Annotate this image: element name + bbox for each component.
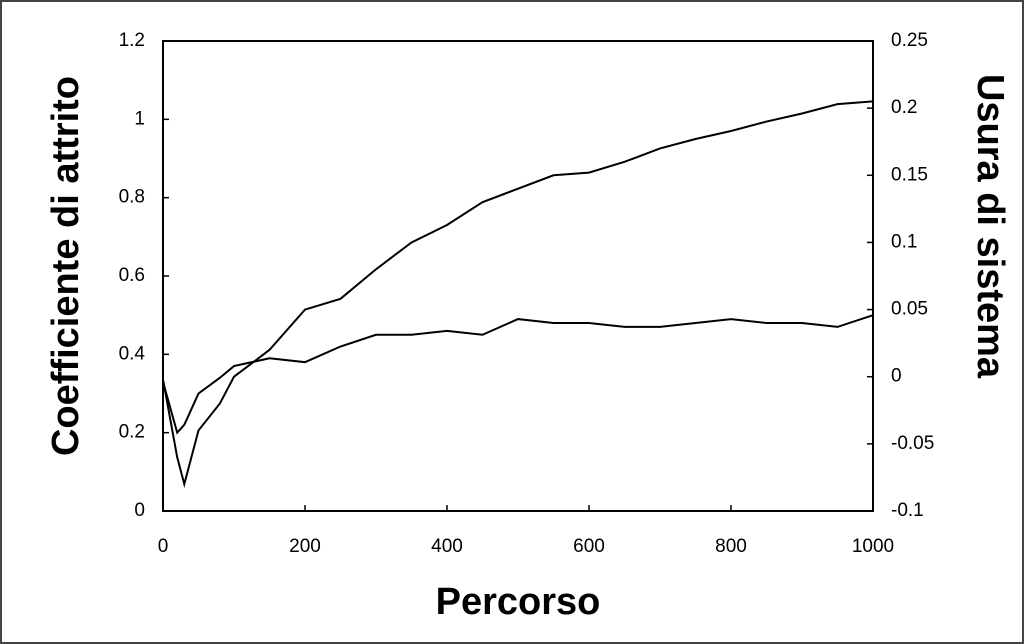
y-tick-label: 0.4 xyxy=(119,343,146,364)
x-tick-label: 1000 xyxy=(852,536,894,557)
y-tick-label: 0 xyxy=(134,500,145,521)
y2-tick-label: 0.15 xyxy=(891,164,928,185)
y2-tick-label: 0.2 xyxy=(891,97,917,118)
x-tick-label: 800 xyxy=(715,536,747,557)
y-tick-label: 0.6 xyxy=(119,265,145,286)
x-axis-title: Percorso xyxy=(436,581,601,623)
y-tick-label: 1.2 xyxy=(119,30,145,51)
x-tick-label: 200 xyxy=(289,536,321,557)
x-tick-label: 600 xyxy=(573,536,605,557)
y2-tick-label: -0.1 xyxy=(891,500,924,521)
y-tick-label: 1 xyxy=(134,108,145,129)
y2-tick-label: -0.05 xyxy=(891,433,934,454)
y2-tick-label: 0.05 xyxy=(891,299,928,320)
y2-tick-label: 0 xyxy=(891,366,902,387)
y-tick-label: 0.2 xyxy=(119,422,145,443)
series-line xyxy=(162,314,874,435)
y2-tick-label: 0.1 xyxy=(891,231,917,252)
series-line xyxy=(162,100,874,489)
y2-axis-title: Usura di sistema xyxy=(969,74,1011,379)
y-tick-label: 0.8 xyxy=(119,187,145,208)
x-tick-label: 0 xyxy=(158,536,169,557)
x-tick-label: 400 xyxy=(431,536,463,557)
y2-tick-label: 0.25 xyxy=(891,30,928,51)
y-axis-title: Coefficiente di attrito xyxy=(45,76,87,456)
